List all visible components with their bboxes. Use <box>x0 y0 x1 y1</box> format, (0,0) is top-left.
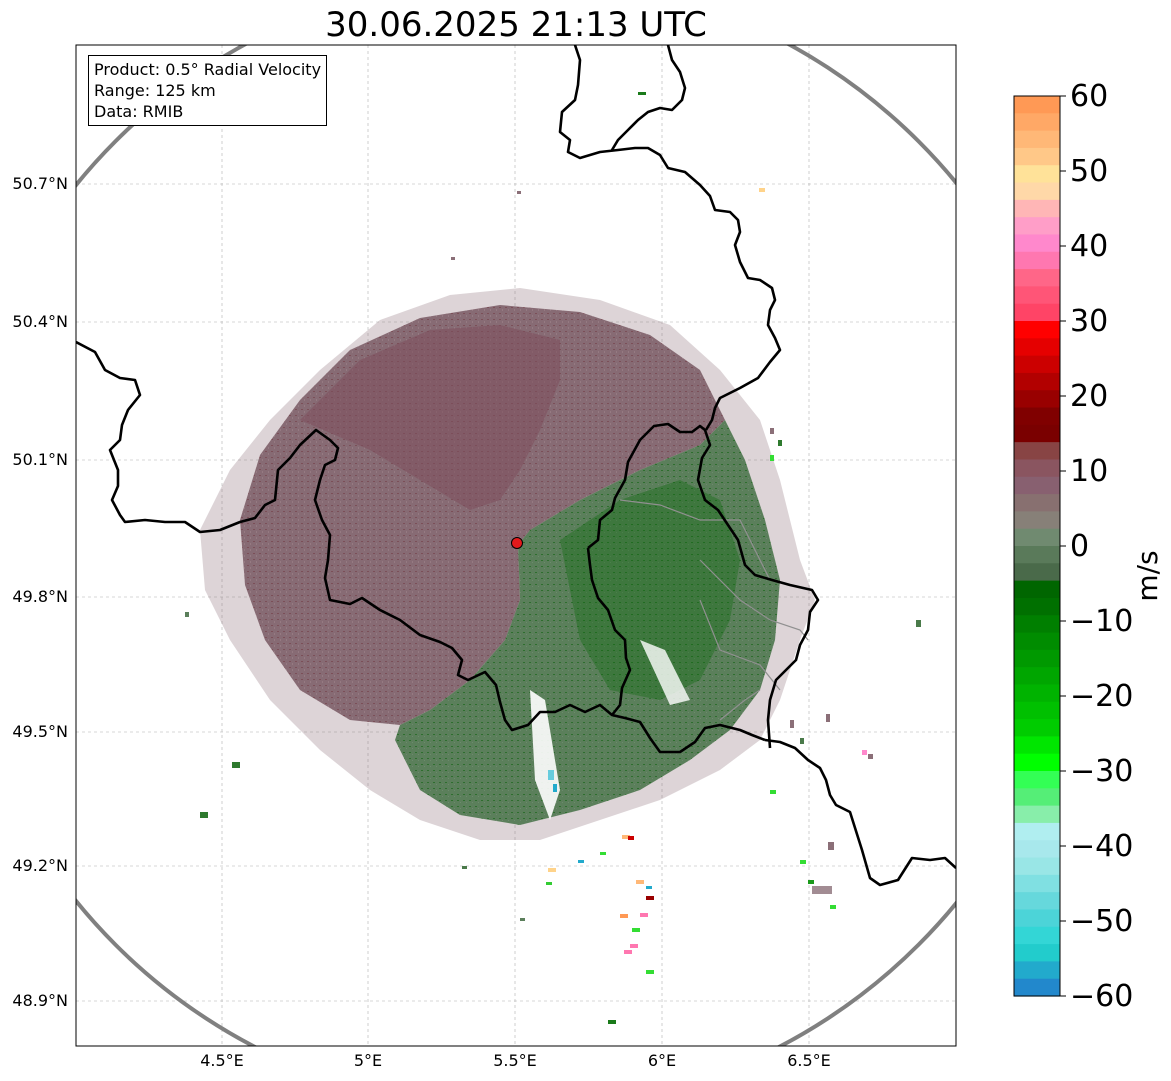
colorbar-tick-label: −20 <box>1070 679 1134 714</box>
colorbar-tick-label: 10 <box>1070 454 1109 489</box>
colorbar-band <box>1014 892 1060 911</box>
colorbar-band <box>1014 442 1060 461</box>
colorbar-band <box>1014 303 1060 322</box>
product-label: Product: 0.5° Radial Velocity <box>94 60 322 79</box>
colorbar-tick-label: 20 <box>1070 379 1109 414</box>
colorbar-band <box>1014 372 1060 391</box>
lat-label-49-5: 49.5°N <box>12 722 68 741</box>
map-frame <box>75 44 957 1047</box>
colorbar-tick-label: 30 <box>1070 304 1109 339</box>
lon-label-5: 5°E <box>353 1051 383 1070</box>
colorbar <box>1014 96 1060 997</box>
colorbar-band <box>1014 130 1060 149</box>
colorbar-band <box>1014 684 1060 703</box>
colorbar-tick-label: −50 <box>1070 904 1134 939</box>
product-info-box: Product: 0.5° Radial Velocity Range: 125… <box>88 55 328 126</box>
radar-echo-inbound <box>395 420 780 825</box>
colorbar-band <box>1014 182 1060 201</box>
lon-label-5-5: 5.5°E <box>493 1051 537 1070</box>
map-title: 30.06.2025 21:13 UTC <box>325 5 707 45</box>
colorbar-band <box>1014 580 1060 599</box>
range-label: Range: 125 km <box>94 81 216 100</box>
colorbar-band <box>1014 338 1060 357</box>
colorbar-tick-label: −30 <box>1070 754 1134 789</box>
colorbar-tick-label: 60 <box>1070 79 1109 114</box>
lat-label-50-1: 50.1°N <box>12 450 68 469</box>
colorbar-band <box>1014 701 1060 720</box>
colorbar-band <box>1014 459 1060 478</box>
colorbar-band <box>1014 147 1060 166</box>
colorbar-band <box>1014 199 1060 218</box>
colorbar-band <box>1014 528 1060 547</box>
colorbar-band <box>1014 857 1060 876</box>
colorbar-band <box>1014 771 1060 789</box>
lat-label-50-4: 50.4°N <box>12 312 68 331</box>
colorbar-tick-marks <box>1060 95 1066 997</box>
colorbar-band <box>1014 597 1060 616</box>
colorbar-band <box>1014 719 1060 737</box>
colorbar-band <box>1014 736 1060 755</box>
lat-label-50-7: 50.7°N <box>12 174 68 193</box>
lat-label-48-9: 48.9°N <box>12 991 68 1010</box>
lat-label-49-8: 49.8°N <box>12 587 68 606</box>
colorbar-band <box>1014 511 1060 530</box>
colorbar-band <box>1014 563 1060 582</box>
colorbar-band <box>1014 840 1060 859</box>
colorbar-band <box>1014 615 1060 634</box>
colorbar-unit-wrapper: m/s <box>1131 550 1169 636</box>
colorbar-band <box>1014 251 1060 270</box>
colorbar-band <box>1014 424 1060 443</box>
colorbar-tick-label: −10 <box>1070 604 1134 639</box>
colorbar-band <box>1014 165 1060 184</box>
colorbar-band <box>1014 494 1060 512</box>
colorbar-band <box>1014 234 1060 253</box>
colorbar-band <box>1014 217 1060 236</box>
lat-label-49-2: 49.2°N <box>12 856 68 875</box>
colorbar-tick-label: 0 <box>1070 529 1090 564</box>
colorbar-band <box>1014 978 1060 997</box>
colorbar-band <box>1014 476 1060 495</box>
colorbar-band <box>1014 926 1060 945</box>
colorbar-band <box>1014 321 1060 339</box>
lon-label-6-5: 6.5°E <box>787 1051 831 1070</box>
regional-boundaries <box>619 499 809 721</box>
colorbar-band <box>1014 667 1060 686</box>
colorbar-band <box>1014 874 1060 893</box>
colorbar-band <box>1014 909 1060 928</box>
colorbar-band <box>1014 269 1060 287</box>
colorbar-band <box>1014 355 1060 374</box>
colorbar-band <box>1014 407 1060 426</box>
colorbar-band <box>1014 788 1060 807</box>
colorbar-band <box>1014 390 1060 409</box>
lon-label-6: 6°E <box>647 1051 677 1070</box>
lon-label-4-5: 4.5°E <box>200 1051 244 1070</box>
colorbar-band <box>1014 96 1060 114</box>
colorbar-tick-label: 50 <box>1070 154 1109 189</box>
colorbar-unit-label: m/s <box>1131 550 1164 602</box>
colorbar-band <box>1014 961 1060 980</box>
colorbar-band <box>1014 546 1060 564</box>
colorbar-band <box>1014 944 1060 962</box>
colorbar-tick-label: −40 <box>1070 829 1134 864</box>
colorbar-band <box>1014 632 1060 651</box>
country-borders <box>76 45 956 887</box>
colorbar-band <box>1014 822 1060 841</box>
colorbar-band <box>1014 753 1060 772</box>
colorbar-tick-label: −60 <box>1070 979 1134 1014</box>
radar-site-marker <box>511 537 523 549</box>
colorbar-band <box>1014 649 1060 668</box>
colorbar-band <box>1014 805 1060 824</box>
data-source-label: Data: RMIB <box>94 102 184 121</box>
colorbar-band <box>1014 286 1060 305</box>
colorbar-band <box>1014 113 1060 132</box>
colorbar-tick-label: 40 <box>1070 229 1109 264</box>
scattered-echoes <box>185 92 921 1024</box>
